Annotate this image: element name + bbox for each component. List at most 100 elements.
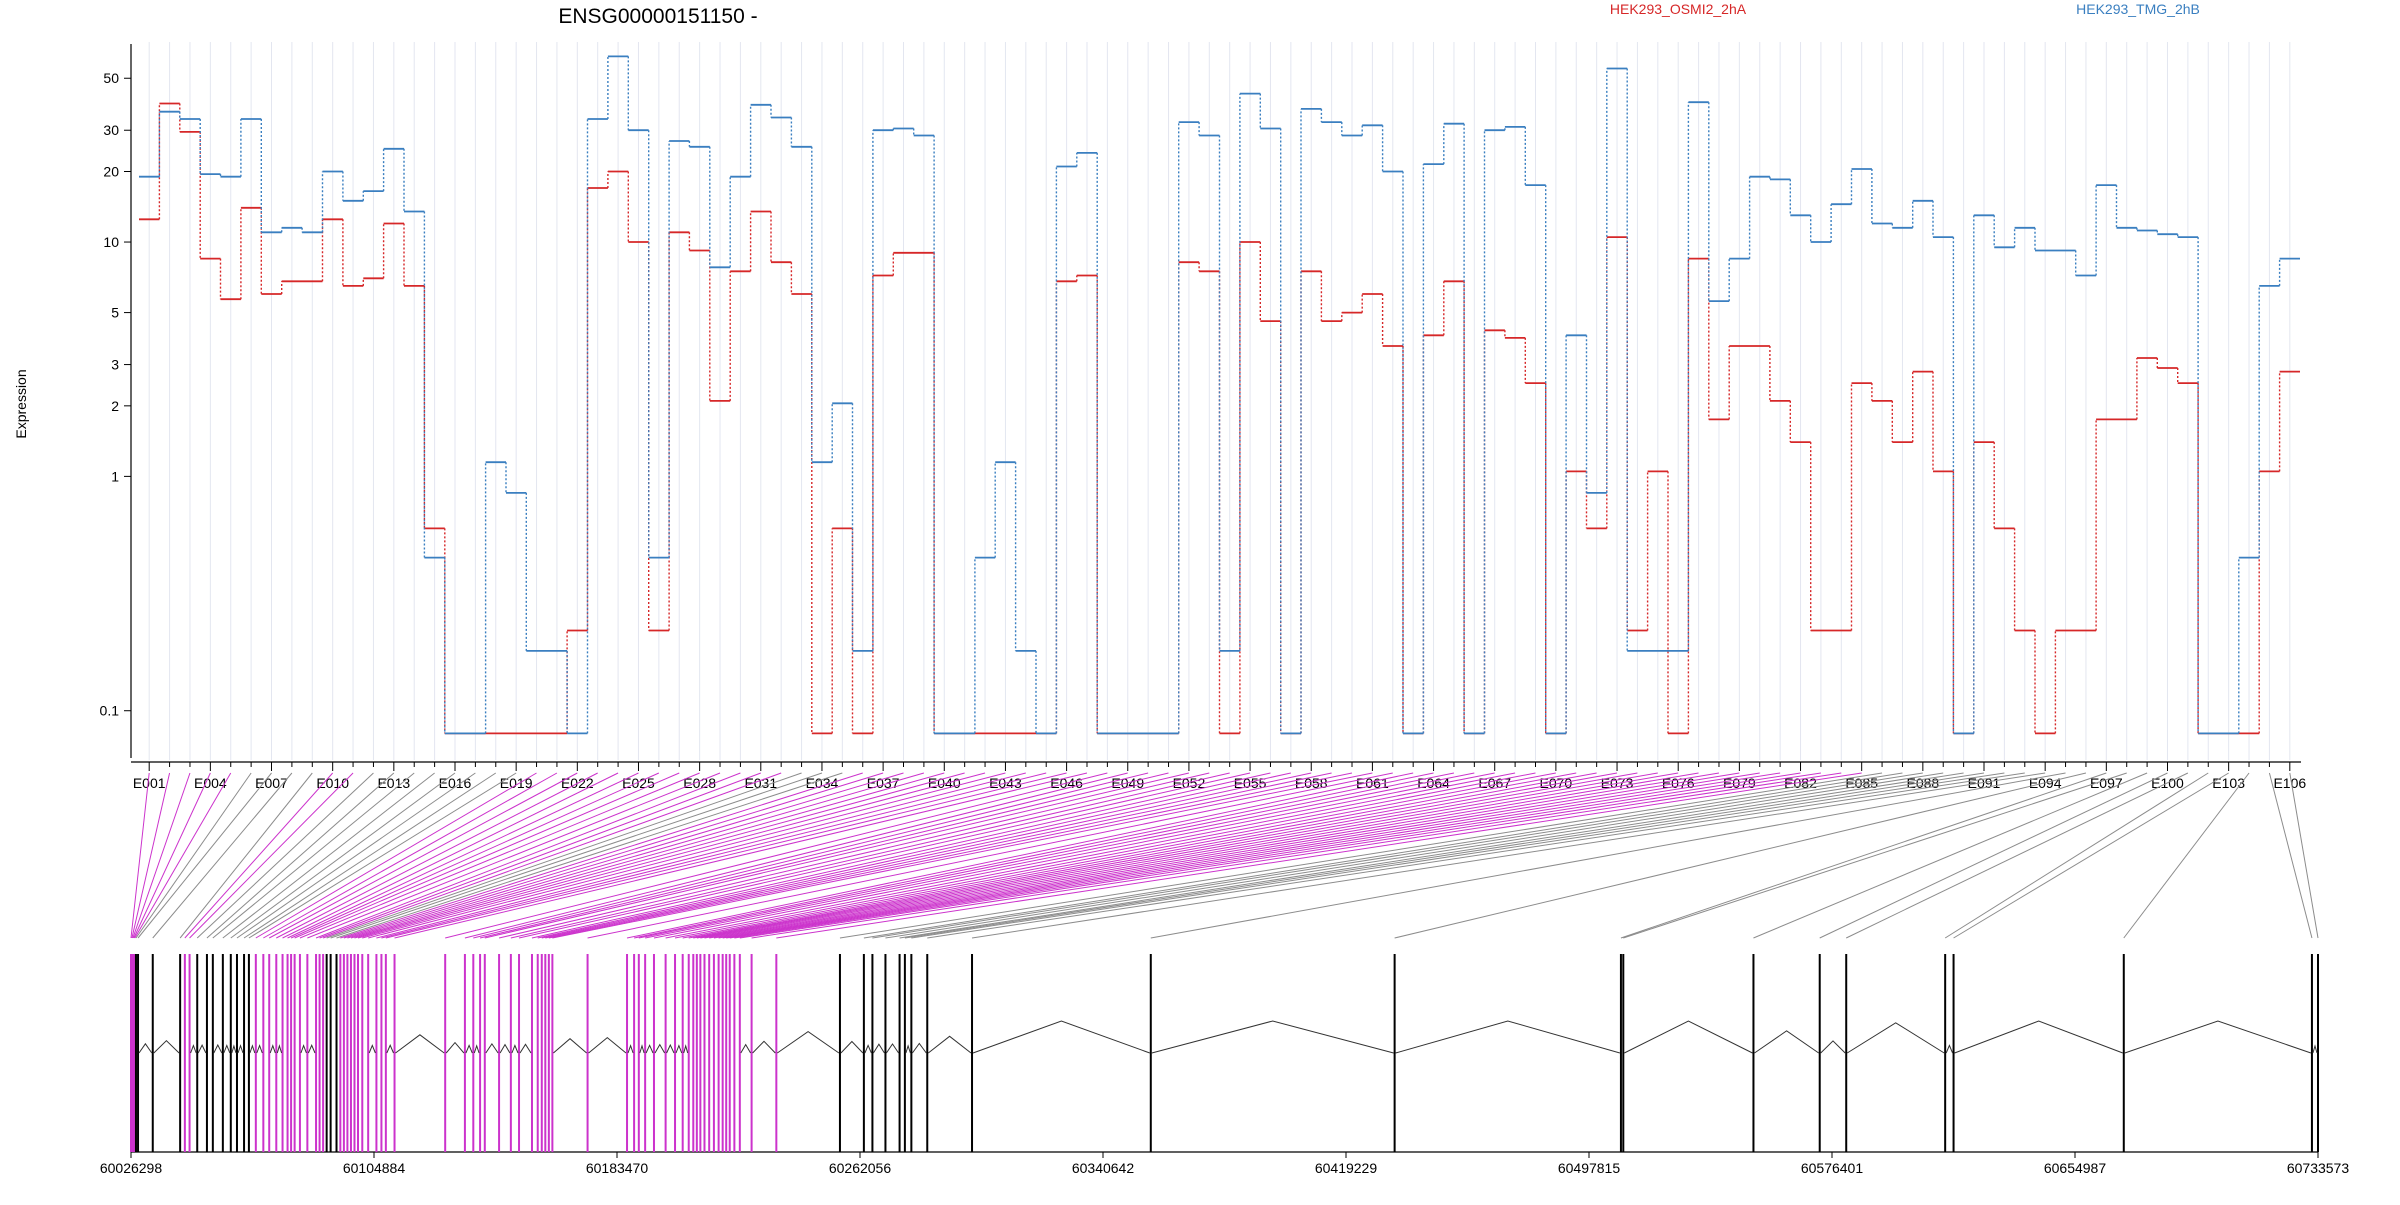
exon-box (626, 954, 629, 1152)
exon-box (725, 954, 728, 1152)
x-tick-label: E004 (194, 775, 227, 791)
exon-box (262, 954, 265, 1152)
intron-chevron (485, 1043, 499, 1054)
exon-box (733, 954, 736, 1152)
exon-connector (445, 772, 1108, 939)
exon-connector (1620, 772, 2107, 939)
exon-connector (484, 772, 1190, 939)
exon-connector (510, 772, 1230, 939)
exon-connector (263, 772, 558, 939)
intron-chevron (190, 1044, 197, 1054)
exon-connector (688, 772, 1577, 939)
exon-box (243, 954, 246, 1152)
exon-connector (1150, 772, 2066, 939)
series-HEK293_OSMI2_2hA (139, 102, 2300, 735)
intron-chevron (1954, 1020, 2123, 1054)
exon-box (692, 954, 695, 1152)
exon-box (1149, 954, 1152, 1152)
exon-box (712, 954, 715, 1152)
intron-chevron (269, 1044, 276, 1054)
exon-connector (904, 772, 1985, 939)
exon-connector (268, 772, 578, 939)
exon-connector (927, 772, 2025, 939)
exon-box (361, 954, 364, 1152)
exon-connector (189, 772, 354, 939)
y-axis-ticks: 0.1 1 2 3 5 10 20 30 50 (100, 70, 131, 719)
x-tick-label: E103 (2212, 775, 2245, 791)
exon-connector (718, 772, 1720, 939)
exon-connector (709, 772, 1679, 939)
exon-box (717, 954, 720, 1152)
intron-chevron (1395, 1020, 1621, 1054)
exon-box (633, 954, 636, 1152)
exon-box (540, 954, 543, 1152)
exon-connector (479, 772, 1169, 939)
exon-gridlines (148, 42, 2291, 760)
exon-box (472, 954, 475, 1152)
intron-chevron (256, 1044, 263, 1054)
exon-connector (713, 772, 1699, 939)
exon-box (463, 954, 466, 1152)
exon-connector (552, 772, 1373, 939)
exon-connector (350, 772, 925, 939)
x-tick-label: E013 (377, 775, 410, 791)
exon-connector (682, 772, 1556, 939)
exon-connector (548, 772, 1353, 939)
exon-box (318, 954, 321, 1152)
intron-chevron (639, 1044, 645, 1054)
exon-connector (863, 772, 1903, 939)
intron-chevron (872, 1043, 885, 1054)
exon-connector (184, 772, 334, 939)
intron-chevron (237, 1044, 244, 1054)
exon-box (254, 954, 257, 1152)
intron-chevron (905, 1044, 911, 1054)
genomic-tick-label: 60183470 (586, 1160, 649, 1176)
intron-chevron (153, 1040, 180, 1054)
legend-label-osmi2: HEK293_OSMI2_2hA (1610, 1, 1747, 17)
exon-connector (322, 772, 782, 939)
intron-chevron (276, 1044, 283, 1054)
exon-connector (1944, 772, 2209, 939)
exon-connector (722, 772, 1740, 939)
exon-connector (206, 772, 395, 939)
exon-connector (130, 772, 150, 939)
intron-chevron (885, 1043, 900, 1054)
exon-box (687, 954, 690, 1152)
exon-connector (2268, 772, 2313, 939)
x-tick-label: E001 (133, 775, 166, 791)
intron-chevron (645, 1044, 654, 1054)
genomic-axis-ticks: 60026298 60104884 60183470 60262056 60340642… (100, 1152, 2349, 1176)
intron-chevron (752, 1040, 776, 1054)
exon-connector (704, 772, 1658, 939)
genomic-tick-label: 60026298 (100, 1160, 163, 1176)
y-tick-label: 0.1 (100, 703, 120, 719)
exon-box (898, 954, 901, 1152)
exon-connector (385, 772, 1067, 939)
exon-connector (1753, 772, 2148, 939)
intron-chevron (740, 1043, 752, 1054)
intron-chevron (683, 1044, 689, 1054)
y-tick-label: 30 (103, 122, 119, 138)
intron-chevron (1945, 1044, 1954, 1054)
exon-connector (2289, 772, 2319, 939)
genomic-tick-label: 60340642 (1072, 1160, 1135, 1176)
exon-box (838, 954, 841, 1152)
intron-chevron (2124, 1020, 2312, 1054)
exon-box (342, 954, 345, 1152)
exon-connector (135, 772, 252, 939)
exon-box (229, 954, 232, 1152)
exon-box (703, 954, 706, 1152)
exon-box (2310, 954, 2313, 1152)
exon-box (498, 954, 501, 1152)
exon-connector (315, 772, 741, 939)
intron-chevron (473, 1044, 480, 1054)
exon-connector (196, 772, 374, 939)
exon-box (1619, 954, 1622, 1152)
intron-chevron (223, 1044, 231, 1054)
exon-box (380, 954, 383, 1152)
intron-chevron (1846, 1022, 1945, 1054)
intron-chevron (249, 1044, 256, 1054)
exon-connector (729, 772, 1781, 939)
exon-box (268, 954, 271, 1152)
exon-box (871, 954, 874, 1152)
